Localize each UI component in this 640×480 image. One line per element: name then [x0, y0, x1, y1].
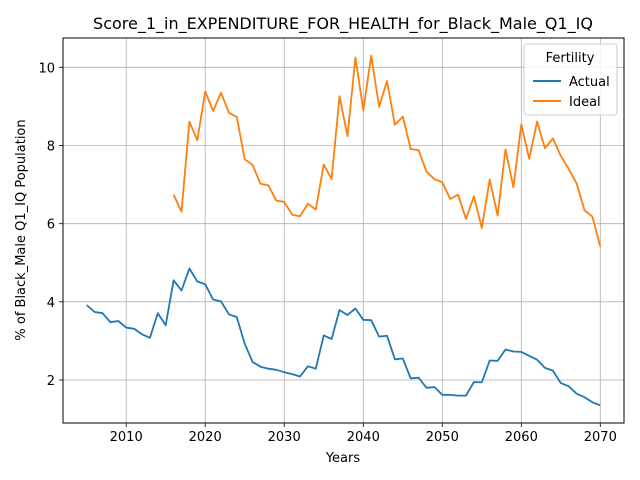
x-tick-label: 2060: [505, 430, 538, 445]
legend-label-ideal: Ideal: [569, 95, 601, 110]
x-tick-label: 2030: [268, 430, 301, 445]
series-lines: [86, 54, 602, 407]
y-tick-label: 4: [47, 296, 55, 311]
x-axis-label: Years: [325, 451, 361, 466]
x-tick-label: 2040: [347, 430, 380, 445]
series-line-actual: [86, 267, 601, 407]
x-tick-label: 2070: [584, 430, 617, 445]
legend-title: Fertility: [546, 51, 595, 66]
series-line-ideal: [172, 54, 602, 247]
y-axis-label: % of Black_Male Q1_IQ Population: [14, 119, 29, 340]
y-tick-label: 8: [47, 140, 55, 155]
chart-title: Score_1_in_EXPENDITURE_FOR_HEALTH_for_Bl…: [93, 14, 593, 34]
y-tick-label: 6: [47, 218, 55, 233]
axis-ticks: 2010 2020 2030 2040 2050 2060 2070 2 4 6 8 10: [38, 61, 616, 445]
legend-box: [523, 43, 618, 116]
plot-frame: [62, 37, 625, 424]
legend: Fertility Actual Ideal: [523, 43, 618, 116]
x-tick-label: 2020: [189, 430, 222, 445]
y-tick-label: 10: [38, 61, 55, 76]
grid: [63, 38, 624, 423]
x-tick-label: 2010: [110, 430, 143, 445]
legend-label-actual: Actual: [569, 75, 610, 90]
x-tick-label: 2050: [426, 430, 459, 445]
y-tick-label: 2: [47, 374, 55, 389]
